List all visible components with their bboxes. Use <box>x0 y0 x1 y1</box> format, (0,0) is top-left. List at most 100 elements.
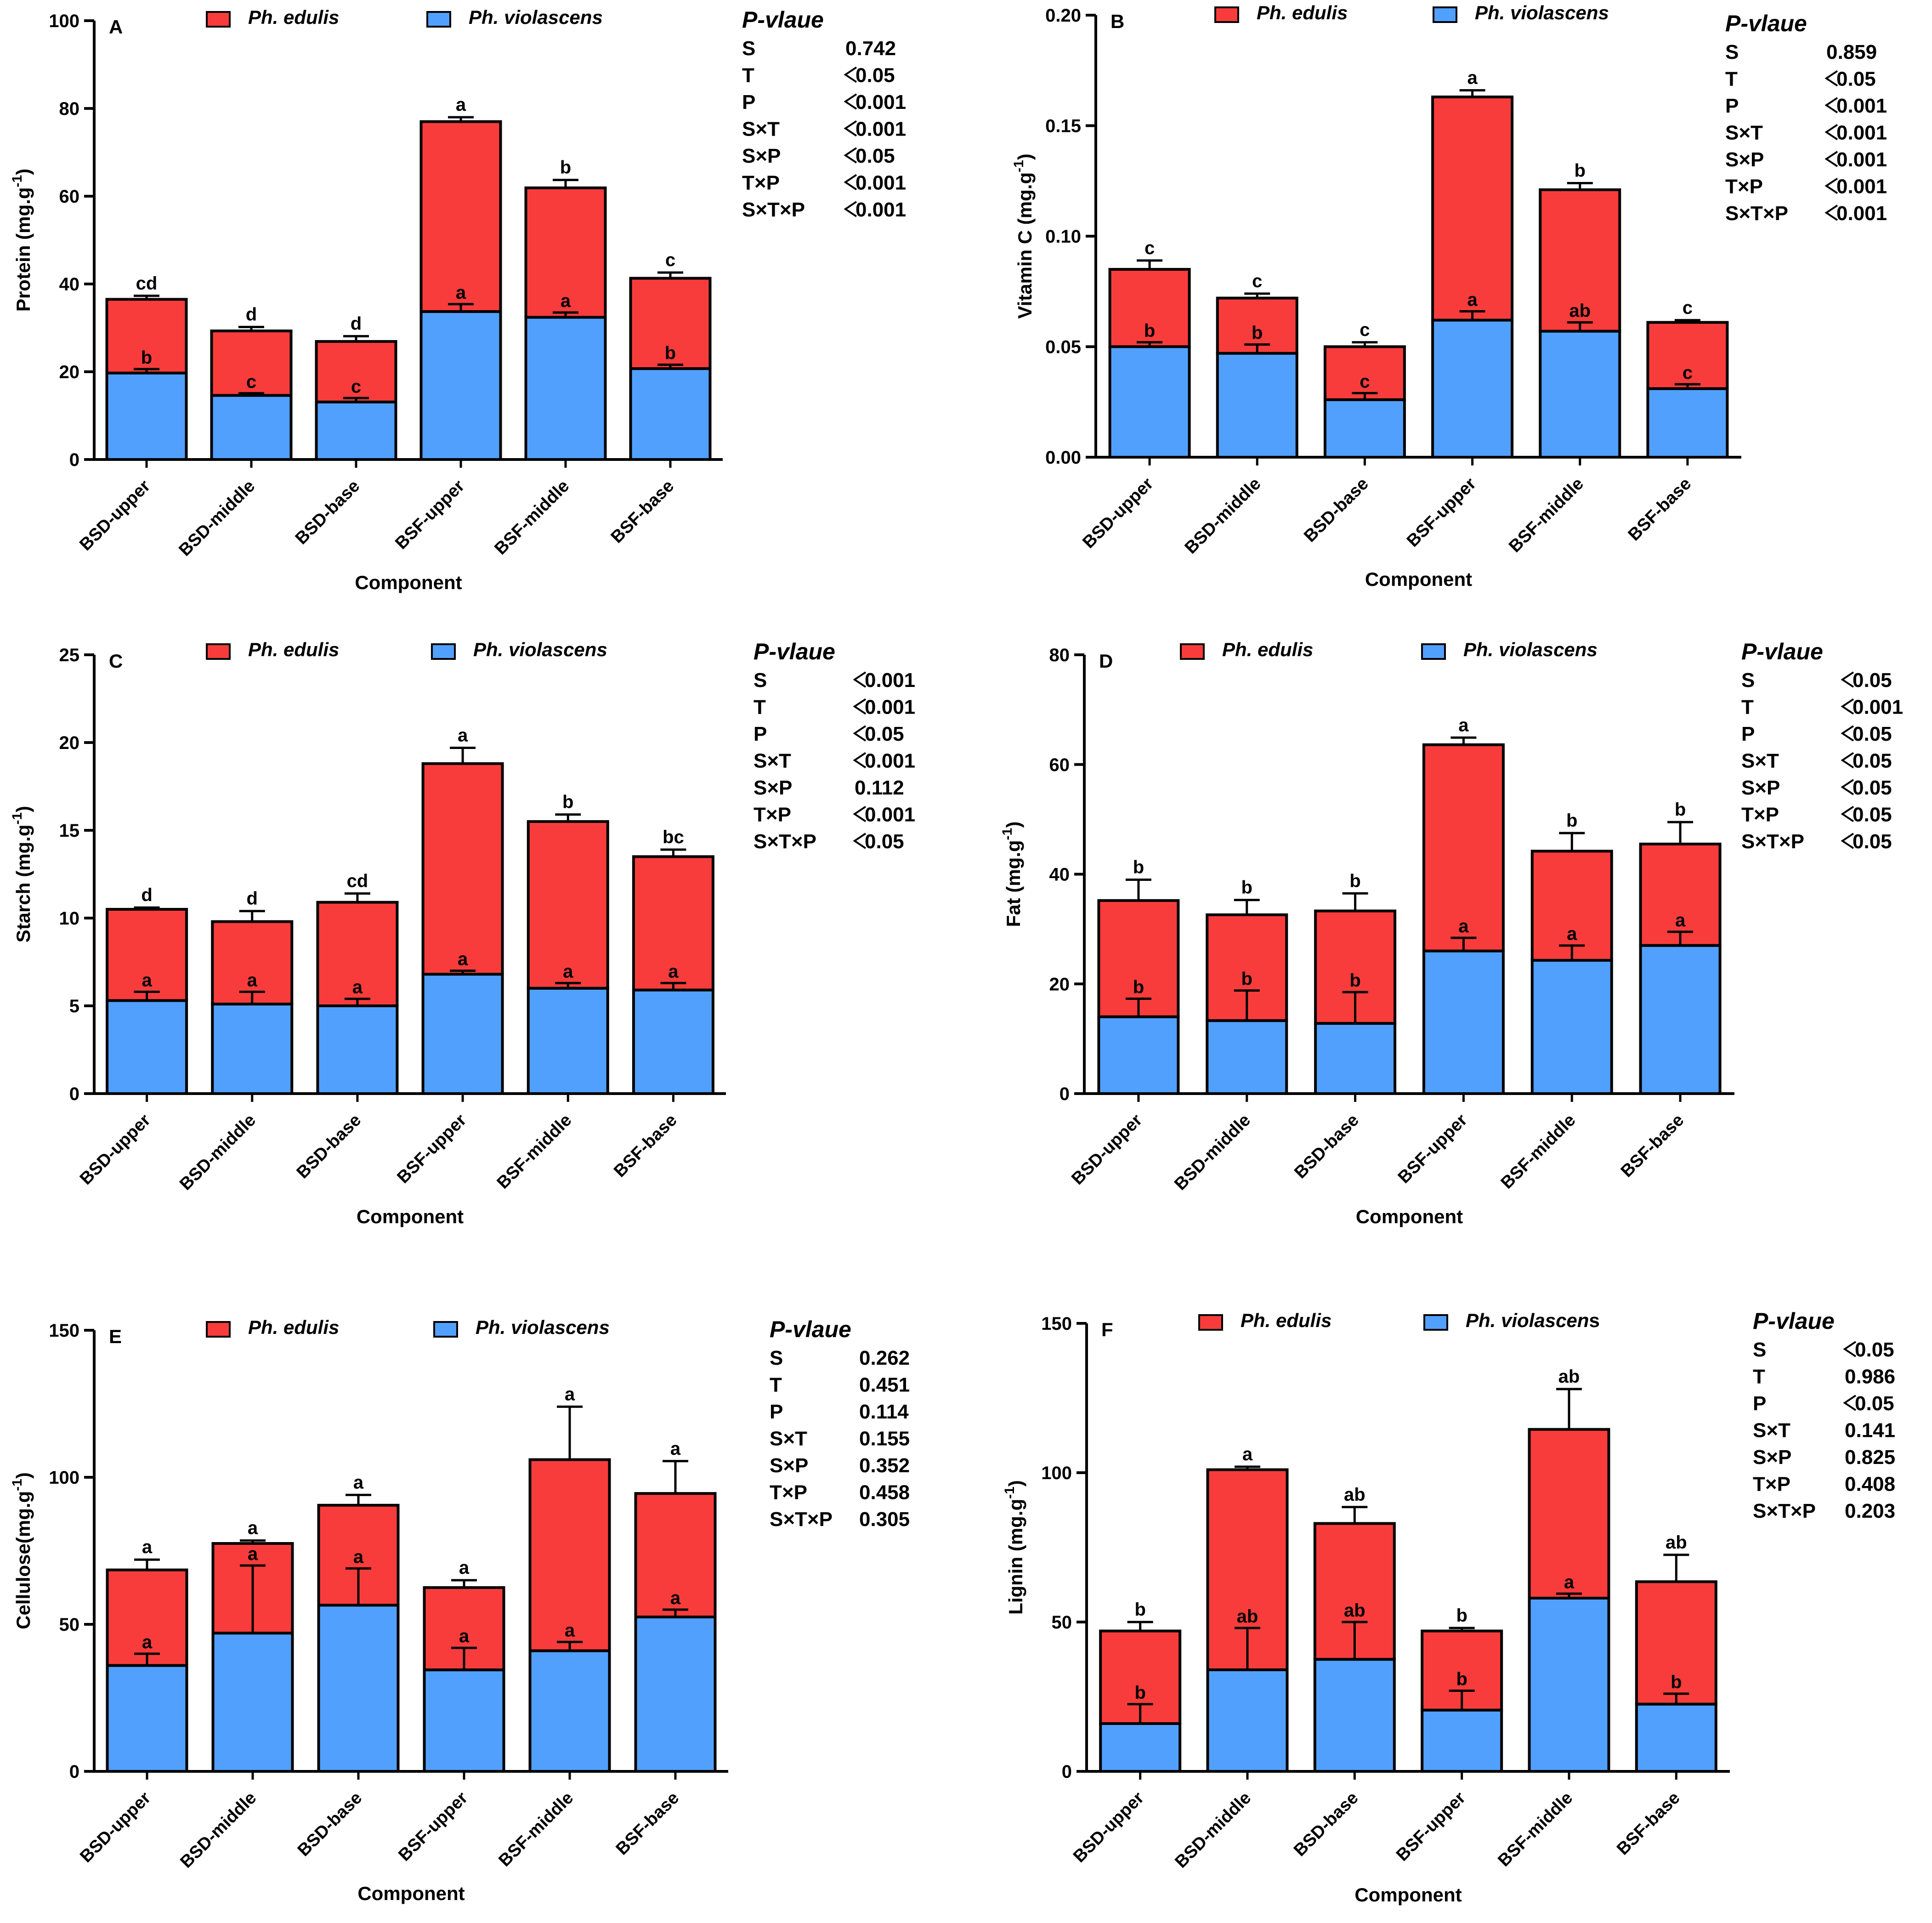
x-tick-label: BSD-middle <box>1171 1111 1254 1194</box>
legend-label-violascens: Ph. violascens <box>473 639 607 660</box>
x-tick-label: BSF-base <box>612 1788 683 1859</box>
legend-label-edulis: Ph. edulis <box>248 639 339 660</box>
pvalue-term: T×P <box>754 804 791 826</box>
pvalue-value: 0.05 <box>1836 68 1876 91</box>
x-tick-label: BSF-base <box>1617 1111 1688 1181</box>
less-than-icon <box>844 174 857 191</box>
pvalue-term: P <box>742 91 755 113</box>
y-tick-label: 20 <box>59 362 80 382</box>
x-tick-label: BSF-upper <box>1394 1111 1471 1187</box>
less-than-icon <box>1824 151 1838 167</box>
y-tick-label: 150 <box>49 1321 79 1341</box>
x-tick-label: BSF-middle <box>495 1788 577 1871</box>
bar-violascens <box>211 1632 294 1773</box>
pvalue-value: 0.05 <box>1855 1392 1894 1415</box>
pvalue-term: S×T×P <box>1741 830 1804 853</box>
bar-violascens <box>1206 1668 1289 1773</box>
significance-letter-edulis: a <box>459 1558 470 1578</box>
pvalue-value: 0.05 <box>1853 750 1892 772</box>
less-than-icon <box>1841 752 1854 769</box>
y-tick-label: 5 <box>69 996 79 1016</box>
x-tick-label: BSF-middle <box>493 1111 576 1193</box>
x-tick-label: BSF-base <box>610 1111 681 1181</box>
pvalue-term: T×P <box>1725 176 1763 198</box>
pvalue-term: T <box>742 64 754 87</box>
pvalue-value: 0.001 <box>1836 202 1887 225</box>
pvalue-term: S×P <box>754 777 792 799</box>
pvalue-term: S×T×P <box>770 1508 833 1531</box>
x-tick-label: BSD-upper <box>1079 474 1157 552</box>
pvalue-value: 0.001 <box>1836 122 1887 144</box>
legend-swatch-violascens <box>1421 643 1446 660</box>
significance-letter-violascens: b <box>1252 323 1263 343</box>
significance-letter-edulis: c <box>1683 298 1693 318</box>
x-tick-label: BSF-middle <box>491 476 573 559</box>
significance-letter-violascens: a <box>565 1620 575 1640</box>
y-tick-label: 15 <box>59 821 80 841</box>
pvalue-term: T×P <box>742 172 780 194</box>
panel-letter: A <box>109 16 123 38</box>
y-axis-label: Lignin (mg.g-1) <box>1002 1480 1026 1615</box>
less-than-icon <box>1841 725 1854 742</box>
bar-violascens <box>632 988 714 1095</box>
less-than-icon <box>853 671 867 688</box>
legend-swatch-edulis <box>206 11 231 28</box>
significance-letter-violascens: a <box>1458 916 1469 936</box>
legend-label-violascens: Ph. violascens <box>469 6 603 28</box>
pvalue-value: 0.05 <box>1853 830 1892 853</box>
y-axis-label-main: Protein (mg.g <box>12 187 34 312</box>
significance-letter-violascens: a <box>352 977 363 998</box>
y-tick-label: 0.05 <box>1045 337 1081 357</box>
x-tick-label: BSD-upper <box>76 1788 154 1866</box>
y-tick-label: 10 <box>59 908 80 929</box>
bar-edulis <box>316 901 399 1007</box>
x-tick-label: BSD-middle <box>175 476 259 560</box>
y-axis-label-sup: -1 <box>10 812 25 825</box>
less-than-icon <box>1824 97 1838 113</box>
pvalue-value: 0.001 <box>1836 148 1887 171</box>
x-tick-label: BSD-upper <box>76 476 154 555</box>
y-axis-label-sup: -1 <box>1000 828 1015 840</box>
x-tick-label: BSF-middle <box>1494 1788 1576 1871</box>
pvalue-value: 0.05 <box>1853 669 1892 692</box>
legend-label-edulis: Ph. edulis <box>248 6 339 28</box>
bar-violascens <box>1635 1702 1717 1773</box>
x-tick-label: BSD-upper <box>1068 1111 1146 1189</box>
less-than-icon <box>844 93 857 110</box>
significance-letter-edulis: c <box>1144 238 1155 258</box>
legend-label-violascens: Ph. violascens <box>476 1316 610 1338</box>
significance-letter-violascens: a <box>561 291 571 311</box>
pvalue-title: P-vlaue <box>742 7 824 33</box>
less-than-icon <box>853 725 867 742</box>
bar-violascens <box>1313 1658 1396 1773</box>
significance-letter-edulis: bc <box>663 827 684 847</box>
legend-label-edulis: Ph. edulis <box>1257 2 1348 23</box>
pvalue-term: T <box>754 696 766 719</box>
y-tick-label: 100 <box>49 1468 79 1488</box>
x-tick-label: BSF-upper <box>391 476 468 553</box>
x-tick-label: BSD-base <box>292 476 364 549</box>
chart-panel-d: 0 20 40 60 80 Fat (mg.g-1) D Ph. edulis Ph. viol… <box>1000 639 1903 1227</box>
bar-violascens <box>1216 352 1298 459</box>
bar-violascens <box>1108 345 1191 459</box>
pvalue-value: 0.001 <box>1836 176 1887 198</box>
x-tick-label: BSF-upper <box>395 1788 471 1865</box>
significance-letter-edulis: cd <box>347 871 368 891</box>
significance-letter-edulis: c <box>1360 320 1370 340</box>
panel-letter: C <box>109 650 123 672</box>
less-than-icon <box>1841 806 1854 823</box>
bar-violascens <box>1421 1708 1503 1773</box>
less-than-icon <box>1843 1341 1857 1357</box>
bar-violascens <box>423 1668 505 1773</box>
less-than-icon <box>844 66 857 83</box>
bar-violascens <box>629 367 712 461</box>
x-tick-label: BSF-middle <box>1497 1111 1580 1193</box>
x-tick-label: BSD-upper <box>76 1111 154 1189</box>
significance-letter-edulis: b <box>1675 800 1686 820</box>
x-axis-label: Component <box>1356 1206 1463 1227</box>
bar-edulis <box>527 820 609 990</box>
bar-violascens <box>1530 959 1613 1095</box>
y-axis-label-main: Cellulose(mg.g <box>12 1491 34 1629</box>
pvalue-value: 0.986 <box>1845 1366 1895 1388</box>
pvalue-term: S×T×P <box>742 199 805 221</box>
